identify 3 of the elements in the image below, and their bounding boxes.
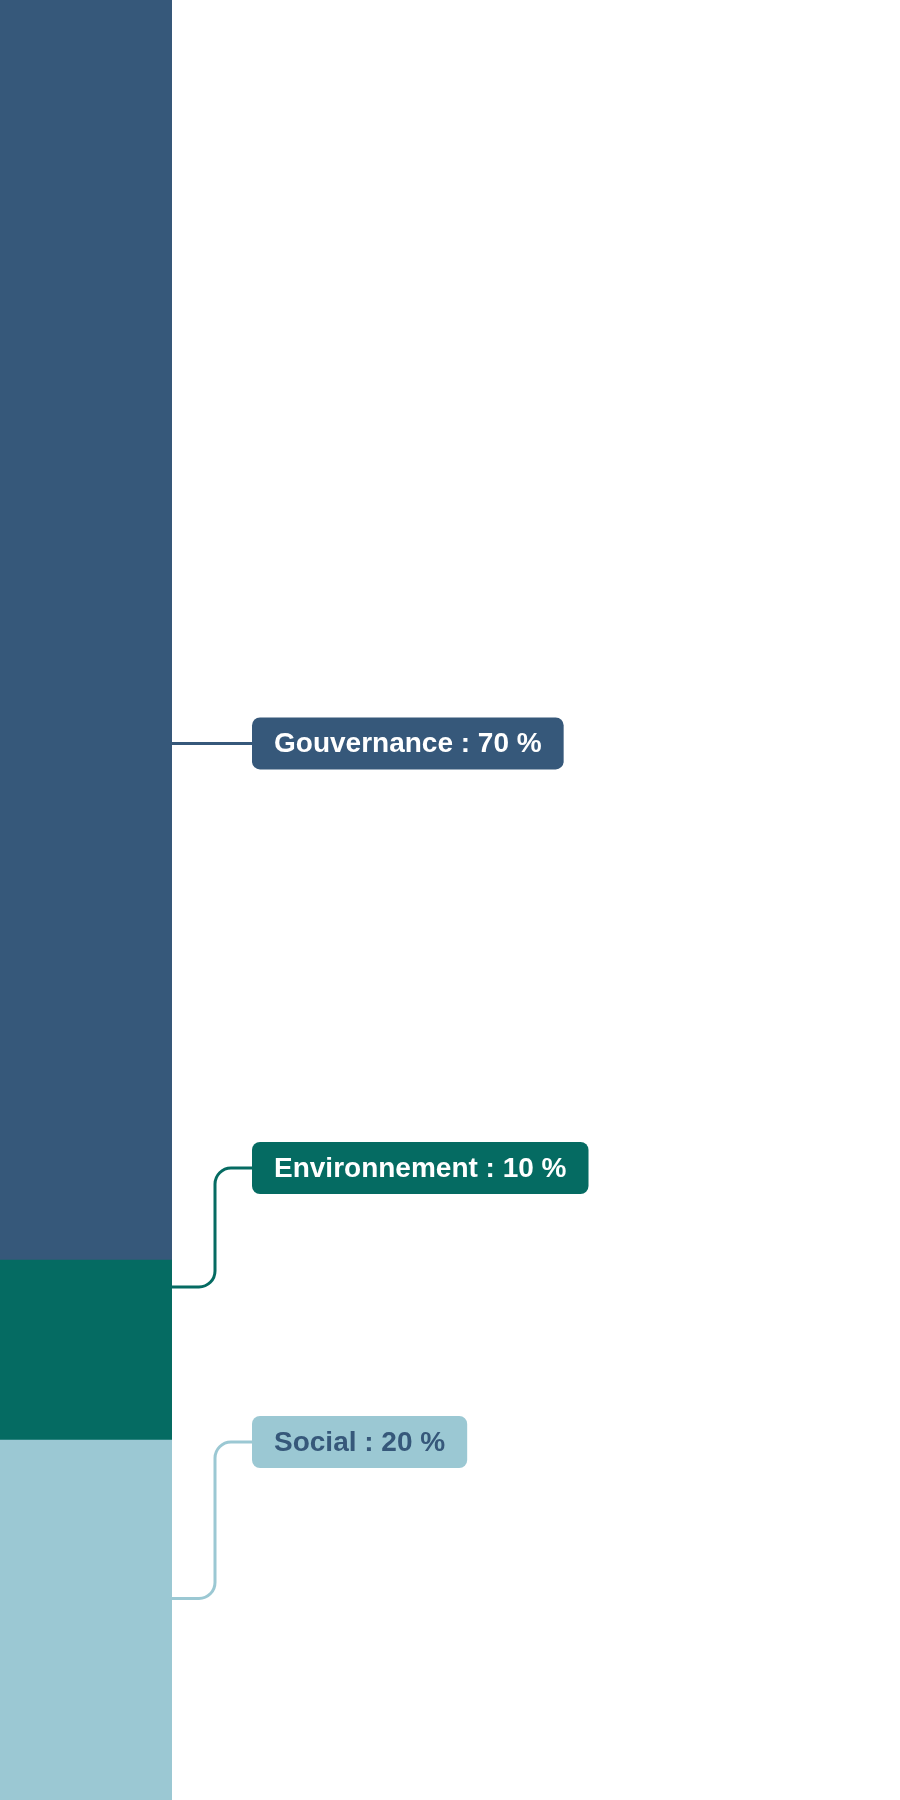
data-label: Environnement : 10 % <box>274 1151 567 1183</box>
data-label: Gouvernance : 70 % <box>274 727 542 759</box>
data-label: Social : 20 % <box>274 1425 446 1457</box>
